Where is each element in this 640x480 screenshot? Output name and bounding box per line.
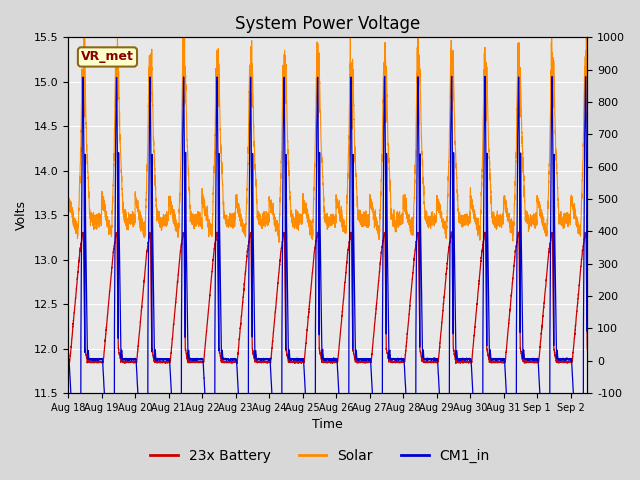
Text: VR_met: VR_met: [81, 50, 134, 63]
Title: System Power Voltage: System Power Voltage: [235, 15, 420, 33]
X-axis label: Time: Time: [312, 419, 343, 432]
Y-axis label: Volts: Volts: [15, 200, 28, 230]
Legend: 23x Battery, Solar, CM1_in: 23x Battery, Solar, CM1_in: [145, 443, 495, 468]
